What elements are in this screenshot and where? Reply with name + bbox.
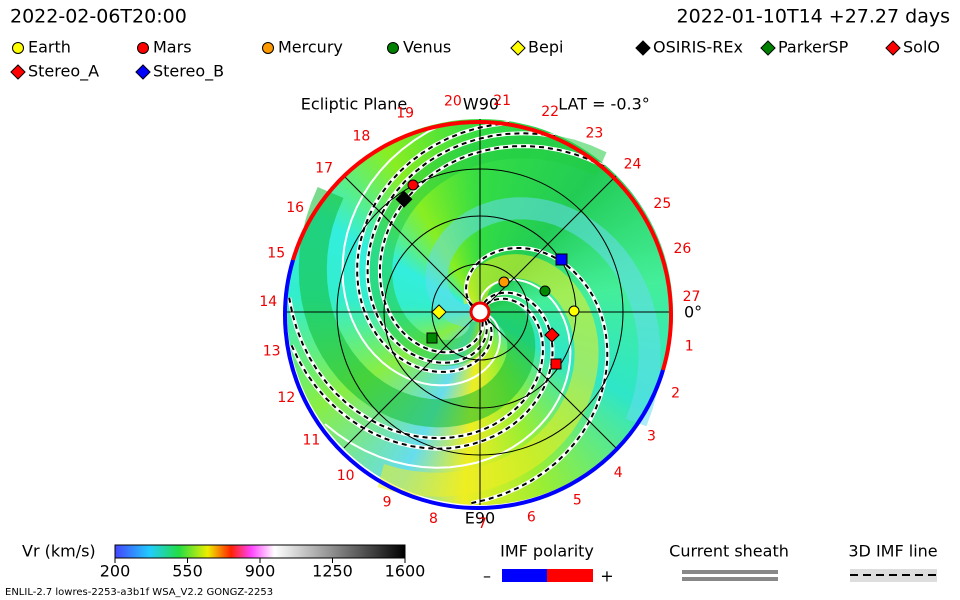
legend-marker: [12, 42, 24, 54]
legend-marker: [760, 40, 776, 56]
colorbar-tick-label: 1600: [385, 562, 426, 581]
colorbar-ticks: 200 550 900 1250 1600: [100, 558, 426, 581]
legend-label: Stereo_B: [153, 62, 224, 82]
sector-label: 20: [444, 94, 462, 110]
stream-band: [298, 187, 536, 428]
legend: Earth Mars Mercury Venus Bepi OSIRIS-REx Parke…: [10, 38, 940, 82]
current-sheath: [341, 123, 501, 387]
legend-label: Stereo_A: [28, 62, 99, 82]
colorbar-tick-label: 550: [172, 562, 203, 581]
sector-label: 21: [493, 93, 511, 109]
imf-line-bg: [289, 290, 555, 451]
legend-label: OSIRIS-REx: [653, 38, 743, 57]
legend-marker: [387, 42, 399, 54]
imf-line-bg: [365, 131, 556, 365]
legend-label: ParkerSP: [778, 38, 849, 57]
bodies: [395, 179, 580, 370]
polarity-title: IMF polarity: [500, 542, 594, 561]
plot-title: Ecliptic Plane: [301, 95, 407, 114]
sector-label: 3: [647, 429, 656, 445]
polarity-neg: [502, 569, 547, 582]
legend-label: Mercury: [278, 38, 343, 57]
colorbar-tick-label: 200: [100, 562, 131, 581]
imf-title: 3D IMF line: [848, 542, 937, 561]
rim-red: [291, 120, 673, 371]
sector-label: 10: [337, 468, 355, 484]
sector-label: 1: [685, 338, 694, 354]
sector-label: 5: [573, 492, 582, 508]
legend-label: Venus: [403, 38, 451, 57]
sector-label: 13: [263, 343, 281, 359]
lat-label: LAT = -0.3°: [558, 95, 650, 114]
legend-label: Bepi: [528, 38, 563, 57]
polarity-minus: –: [483, 567, 491, 586]
polarity-plus: +: [600, 567, 613, 586]
imf-line-bg: [355, 121, 510, 374]
imf-line-bg: [464, 246, 610, 506]
sector-label: 11: [303, 433, 321, 449]
sector-label: 27: [683, 289, 701, 305]
bottom-label: E90: [465, 509, 495, 528]
sector-label: 18: [353, 128, 371, 144]
legend-label: SolO: [903, 38, 940, 57]
sector-label: 7: [478, 516, 487, 532]
legend-marker: [10, 64, 26, 80]
time: 2022-02-06T20:00: [10, 6, 187, 28]
sheath-title: Current sheath: [669, 542, 789, 561]
sector-label: 23: [585, 126, 603, 142]
stream-band: [425, 197, 661, 427]
footer: ENLIL-2.7 lowres-2253-a3b1f WSA_V2.2 GON…: [5, 587, 273, 598]
legend-marker: [137, 42, 149, 54]
imf-line-bg: [377, 144, 605, 355]
sector-label: 9: [383, 495, 392, 511]
legend-marker: [635, 40, 651, 56]
sector-label: 17: [315, 160, 333, 176]
sector-label: 4: [614, 465, 623, 481]
rim-blue: [283, 259, 665, 510]
legend-marker: [510, 40, 526, 56]
zero-label: 0°: [684, 303, 702, 322]
colorbar-label: Vr (km/s): [22, 542, 96, 561]
sector-label: 22: [541, 104, 559, 120]
imf-line-bg: [287, 296, 546, 441]
sector-label: 16: [286, 200, 304, 216]
sector-label: 14: [259, 294, 277, 310]
legend-marker: [885, 40, 901, 56]
sector-label: 12: [277, 390, 295, 406]
spirals: [287, 121, 661, 506]
sector-label: 15: [267, 246, 285, 262]
sheath-line: [682, 570, 778, 574]
top-label: W90: [463, 95, 499, 114]
stream-band: [377, 254, 599, 497]
legend-marker: [262, 42, 274, 54]
sheath-line: [682, 577, 778, 581]
sector-label: 26: [673, 241, 691, 257]
legend-label: Earth: [28, 38, 71, 57]
sector-label: 24: [624, 157, 642, 173]
sun: [469, 301, 491, 323]
legend-marker: [135, 64, 151, 80]
legend-label: Mars: [153, 38, 192, 57]
polarity-pos: [547, 569, 593, 582]
sector-label: 2: [671, 386, 680, 402]
colorbar-tick-label: 900: [245, 562, 276, 581]
reference: 2022-01-10T14 +27.27 days: [677, 6, 950, 28]
sector-label: 6: [527, 510, 536, 526]
colorbar: [114, 544, 406, 559]
colorbar-tick-label: 1250: [312, 562, 353, 581]
sector-label: 19: [396, 106, 414, 122]
sector-label: 25: [653, 196, 671, 212]
sector-label: 8: [429, 511, 438, 527]
